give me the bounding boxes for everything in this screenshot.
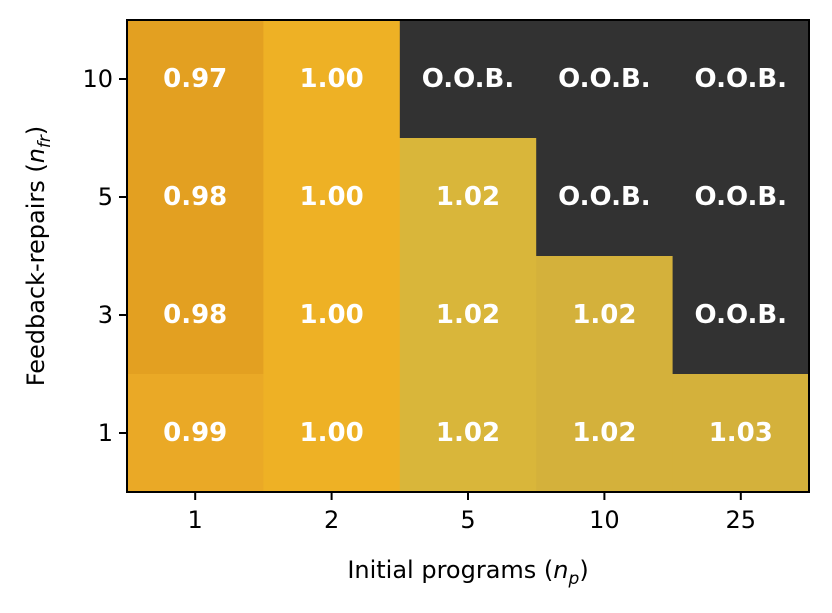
heatmap-cell [536,374,674,493]
heatmap-cell [536,20,674,139]
heatmap-cell [263,374,401,493]
cell-value-label: 1.03 [709,418,773,448]
y-tick-label: 3 [98,301,113,329]
y-tick-label: 1 [98,419,113,447]
cell-value-label: O.O.B. [695,300,788,330]
heatmap-cell [127,374,264,493]
x-tick-label: 25 [726,506,757,534]
cell-value-label: O.O.B. [558,182,651,212]
cell-value-label: 0.98 [163,182,227,212]
y-axis-ticks: 10 5 3 1 [82,65,127,447]
x-tick-label: 5 [460,506,475,534]
x-tick-label: 2 [324,506,339,534]
cell-value-label: O.O.B. [695,182,788,212]
heatmap-cell [399,138,537,257]
heatmap-cell [263,20,401,139]
y-tick-label: 10 [82,65,113,93]
cell-value-label: O.O.B. [558,64,651,94]
cell-value-label: 0.97 [163,64,227,94]
heatmap-cell [263,256,401,375]
x-axis-ticks: 1 2 5 10 25 [188,492,757,534]
x-tick-label: 1 [188,506,203,534]
cell-value-label: 1.02 [436,182,500,212]
cell-value-label: 1.00 [300,418,364,448]
y-tick-label: 5 [98,183,113,211]
heatmap-cell [263,138,401,257]
heatmap-cell [127,20,264,139]
heatmap-cell [536,256,674,375]
heatmap-cell [399,20,537,139]
cell-value-label: 1.00 [300,64,364,94]
cell-value-label: 1.02 [436,300,500,330]
heatmap-cell [672,138,810,257]
heatmap-cell [399,374,537,493]
cell-value-label: 1.00 [300,182,364,212]
cell-value-label: 0.98 [163,300,227,330]
x-axis-label: Initial programs (np) [347,556,588,589]
cell-value-label: 1.00 [300,300,364,330]
cell-value-label: 1.02 [436,418,500,448]
cell-value-label: O.O.B. [695,64,788,94]
heatmap-cell-labels: 0.97 1.00 O.O.B. O.O.B. O.O.B. 0.98 1.00 1.02 O.… [163,64,787,448]
cell-value-label: 0.99 [163,418,227,448]
heatmap-cell [127,256,264,375]
heatmap-cell [672,256,810,375]
cell-value-label: 1.02 [572,418,636,448]
heatmap-cell [672,374,810,493]
x-tick-label: 10 [589,506,620,534]
heatmap-cell [399,256,537,375]
cell-value-label: O.O.B. [422,64,515,94]
heatmap-cell [127,138,264,257]
heatmap-cells [127,20,810,493]
cell-value-label: 1.02 [572,300,636,330]
heatmap-cell [672,20,810,139]
y-axis-label: Feedback-repairs (nfr) [22,126,55,387]
heatmap-cell [536,138,674,257]
